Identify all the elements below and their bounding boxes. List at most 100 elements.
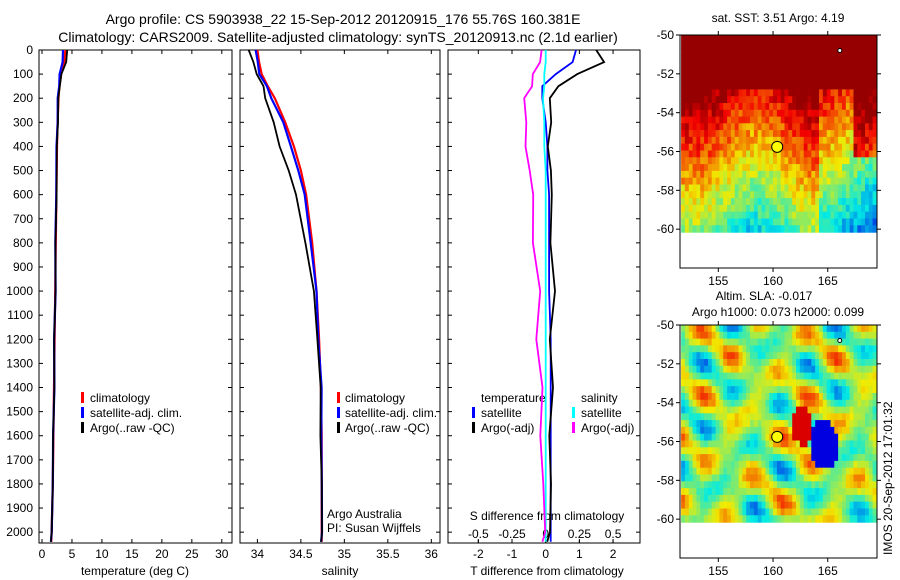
map-cell — [765, 218, 770, 226]
map-cell — [815, 359, 820, 367]
map-cell — [830, 62, 835, 70]
map-cell — [707, 116, 713, 124]
map-cell — [849, 109, 854, 118]
map-cell — [757, 454, 763, 462]
map-cell — [753, 55, 759, 63]
map-cell — [830, 191, 835, 199]
map-cell — [872, 177, 877, 186]
map-cell — [780, 55, 786, 63]
map-cell — [792, 426, 797, 435]
map-cell — [688, 170, 694, 179]
map-cell — [753, 501, 759, 510]
map-cell — [861, 204, 866, 213]
map-cell — [807, 331, 812, 340]
map-cell — [723, 426, 728, 435]
map-cell — [868, 352, 874, 360]
map-cell — [849, 143, 854, 152]
map-cell — [696, 365, 701, 374]
map-cell — [746, 164, 751, 172]
map-cell — [757, 96, 763, 104]
map-cell — [753, 82, 759, 90]
map-cell — [792, 440, 797, 448]
map-cell — [707, 474, 713, 482]
temperature-legend: climatology satellite-adj. clim. Argo(..… — [81, 391, 182, 435]
map-cell — [765, 372, 770, 380]
map-cell — [704, 331, 709, 340]
map-cell — [719, 143, 724, 152]
map-cell — [750, 481, 755, 489]
map-cell — [742, 136, 747, 145]
map-cell — [719, 103, 724, 111]
map-cell — [723, 82, 728, 90]
map-cell — [704, 150, 709, 158]
map-cell — [696, 41, 701, 50]
map-cell — [838, 454, 843, 462]
map-cell — [826, 136, 832, 145]
map-cell — [838, 447, 843, 455]
map-cell — [849, 123, 854, 131]
map-cell — [761, 164, 766, 172]
map-cell — [757, 338, 763, 346]
map-cell — [780, 89, 786, 97]
map-cell — [822, 494, 828, 503]
map-cell — [799, 218, 805, 226]
map-cell — [707, 460, 713, 469]
map-cell — [803, 433, 809, 442]
map-cell — [857, 359, 862, 367]
map-cell — [715, 474, 720, 482]
map-cell — [711, 204, 717, 213]
map-cell — [700, 413, 705, 421]
map-cell — [822, 211, 828, 220]
map-cell — [719, 55, 724, 63]
map-cell — [684, 211, 690, 220]
map-cell — [815, 508, 820, 516]
map-cell — [815, 325, 820, 333]
map-cell — [684, 164, 690, 172]
map-cell — [803, 116, 809, 124]
map-cell — [822, 379, 828, 387]
map-cell — [865, 413, 870, 421]
map-cell — [769, 454, 774, 462]
map-cell — [738, 35, 743, 43]
map-cell — [872, 184, 877, 192]
map-cell — [757, 488, 763, 496]
map-cell — [723, 191, 728, 199]
map-cells — [681, 325, 877, 523]
map-cell — [784, 379, 789, 387]
map-cell — [727, 177, 732, 186]
map-cell — [719, 75, 724, 84]
map-cell — [845, 413, 851, 421]
map-cell — [738, 454, 743, 462]
map-cell — [765, 467, 770, 476]
map-cell — [799, 55, 805, 63]
map-cell — [734, 164, 740, 172]
map-cell — [750, 379, 755, 387]
map-cell — [834, 372, 839, 380]
map-cell — [838, 420, 843, 428]
map-cell — [700, 191, 705, 199]
map-cell — [765, 157, 770, 165]
map-cell — [784, 89, 789, 97]
map-cell — [730, 198, 736, 206]
map-cell — [838, 460, 843, 469]
map-cell — [834, 508, 839, 516]
map-cell — [807, 82, 812, 90]
map-cell — [700, 481, 705, 489]
map-cell — [704, 177, 709, 186]
map-cell — [719, 41, 724, 50]
map-cell — [849, 515, 854, 523]
map-cell — [750, 109, 755, 118]
map-cell — [719, 467, 724, 476]
map-cell — [773, 218, 778, 226]
map-cell — [845, 82, 851, 90]
map-cell — [753, 481, 759, 489]
map-cell — [853, 177, 858, 186]
map-cell — [750, 345, 755, 353]
map-cell — [704, 218, 709, 226]
map-cell — [776, 454, 782, 462]
map-cell — [681, 177, 686, 186]
map-cell — [819, 372, 824, 380]
map-cell — [796, 420, 801, 428]
y-tick-label: 900 — [13, 260, 33, 274]
map-cell — [700, 454, 705, 462]
